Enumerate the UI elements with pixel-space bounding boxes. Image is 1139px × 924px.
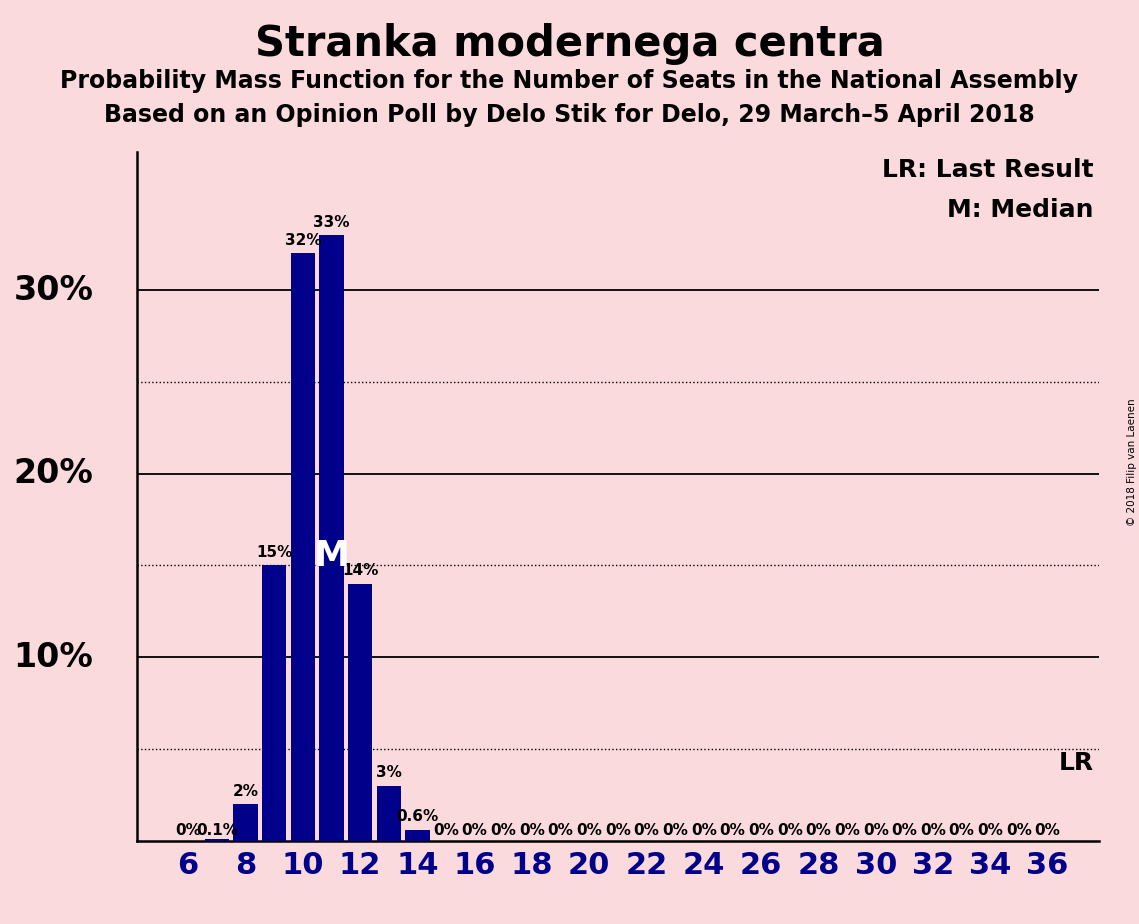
Bar <box>205 839 229 841</box>
Text: 0%: 0% <box>461 823 487 838</box>
Text: 0%: 0% <box>576 823 603 838</box>
Bar <box>377 785 401 841</box>
Text: 0%: 0% <box>691 823 716 838</box>
Text: 10%: 10% <box>14 640 93 674</box>
Text: 0%: 0% <box>175 823 202 838</box>
Bar <box>290 253 316 841</box>
Text: 0%: 0% <box>862 823 888 838</box>
Text: 0%: 0% <box>805 823 831 838</box>
Text: 0%: 0% <box>1006 823 1032 838</box>
Text: 0%: 0% <box>720 823 745 838</box>
Text: 0%: 0% <box>920 823 945 838</box>
Text: LR: Last Result: LR: Last Result <box>882 158 1093 182</box>
Text: 20%: 20% <box>14 457 93 491</box>
Text: 0%: 0% <box>748 823 775 838</box>
Text: 33%: 33% <box>313 214 350 229</box>
Text: 0%: 0% <box>548 823 574 838</box>
Text: 3%: 3% <box>376 765 402 780</box>
Text: 0%: 0% <box>662 823 688 838</box>
Bar <box>347 584 372 841</box>
Text: 15%: 15% <box>256 545 293 560</box>
Text: 0%: 0% <box>519 823 544 838</box>
Text: Probability Mass Function for the Number of Seats in the National Assembly: Probability Mass Function for the Number… <box>60 69 1079 93</box>
Text: 2%: 2% <box>232 784 259 798</box>
Bar <box>233 804 257 841</box>
Text: M: M <box>313 539 350 573</box>
Text: 30%: 30% <box>14 274 93 307</box>
Text: M: Median: M: Median <box>947 199 1093 223</box>
Text: 0%: 0% <box>433 823 459 838</box>
Text: 0%: 0% <box>834 823 860 838</box>
Bar <box>319 235 344 841</box>
Text: Based on an Opinion Poll by Delo Stik for Delo, 29 March–5 April 2018: Based on an Opinion Poll by Delo Stik fo… <box>104 103 1035 128</box>
Text: 0%: 0% <box>949 823 975 838</box>
Text: © 2018 Filip van Laenen: © 2018 Filip van Laenen <box>1126 398 1137 526</box>
Text: 0%: 0% <box>977 823 1003 838</box>
Bar <box>405 830 429 841</box>
Text: 0%: 0% <box>491 823 516 838</box>
Text: 0%: 0% <box>633 823 659 838</box>
Text: 32%: 32% <box>285 233 321 248</box>
Text: LR: LR <box>1058 751 1093 775</box>
Text: 0%: 0% <box>1034 823 1060 838</box>
Text: 0.1%: 0.1% <box>196 823 238 838</box>
Text: 14%: 14% <box>342 564 378 578</box>
Text: 0.6%: 0.6% <box>396 809 439 824</box>
Text: 0%: 0% <box>892 823 917 838</box>
Bar <box>262 565 286 841</box>
Text: Stranka modernega centra: Stranka modernega centra <box>255 23 884 65</box>
Text: 0%: 0% <box>777 823 803 838</box>
Text: 0%: 0% <box>605 823 631 838</box>
